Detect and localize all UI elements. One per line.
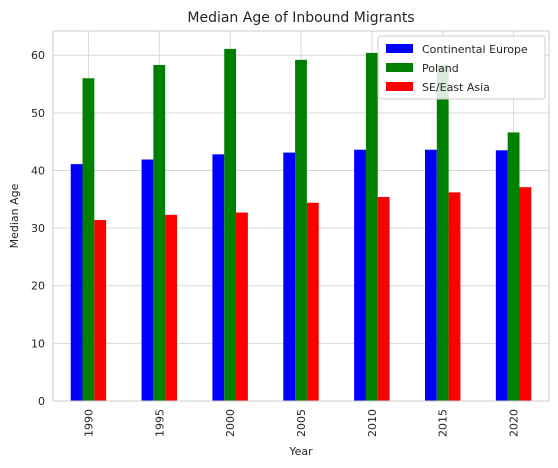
chart-title: Median Age of Inbound Migrants [187,10,414,26]
bar-poland-1990 [82,78,95,401]
y-tick-label: 20 [31,280,45,293]
bar-poland-2010 [365,52,378,402]
y-tick-label: 40 [31,164,45,177]
legend-swatch [386,44,413,53]
bar-continental-europe-1990 [70,164,83,401]
bar-se-east-asia-2005 [306,202,319,401]
bars [70,48,532,402]
x-tick-label: 2005 [295,409,308,437]
y-tick-label: 0 [38,395,45,408]
legend-box [377,35,546,100]
x-tick-labels: 1990 1995 2000 2005 2010 2015 2020 [82,409,520,437]
bar-se-east-asia-2015 [448,192,461,401]
x-tick-label: 2015 [437,409,450,437]
plot-frame [52,30,550,402]
y-axis-label: Median Age [8,183,21,248]
legend-label: Poland [422,62,459,75]
bar-poland-2015 [436,65,449,401]
bar-se-east-asia-1990 [94,220,107,401]
bar-continental-europe-2010 [354,149,366,401]
legend: Continental Europe Poland SE/East Asia [377,35,546,100]
bar-se-east-asia-2000 [236,212,248,401]
bar-continental-europe-2015 [425,149,437,401]
bar-poland-2000 [224,48,237,402]
bar-continental-europe-1995 [141,159,154,401]
y-tick-label: 50 [31,107,45,120]
x-tick-label: 2020 [508,409,521,437]
x-tick-label: 1995 [153,409,166,437]
y-tick-labels: 0 10 20 30 40 50 60 [31,49,45,408]
bar-continental-europe-2000 [212,154,225,401]
bar-continental-europe-2005 [283,152,296,401]
y-tick-label: 10 [31,337,45,350]
bar-poland-2020 [507,132,520,401]
bar-se-east-asia-2020 [519,187,532,401]
bar-poland-1995 [153,65,166,401]
x-tick-label: 1990 [82,409,95,437]
x-tick-label: 2010 [366,409,379,437]
y-tick-label: 30 [31,222,45,235]
bar-se-east-asia-1995 [165,214,177,401]
y-tick-label: 60 [31,49,45,62]
legend-label: Continental Europe [422,43,528,56]
bar-continental-europe-2020 [495,150,508,401]
legend-label: SE/East Asia [422,81,490,94]
legend-swatch [386,63,413,72]
legend-swatch [386,82,413,91]
bar-se-east-asia-2010 [377,196,390,401]
x-tick-label: 2000 [224,409,237,437]
bar-poland-2005 [295,59,307,402]
x-axis-label: Year [288,445,313,458]
